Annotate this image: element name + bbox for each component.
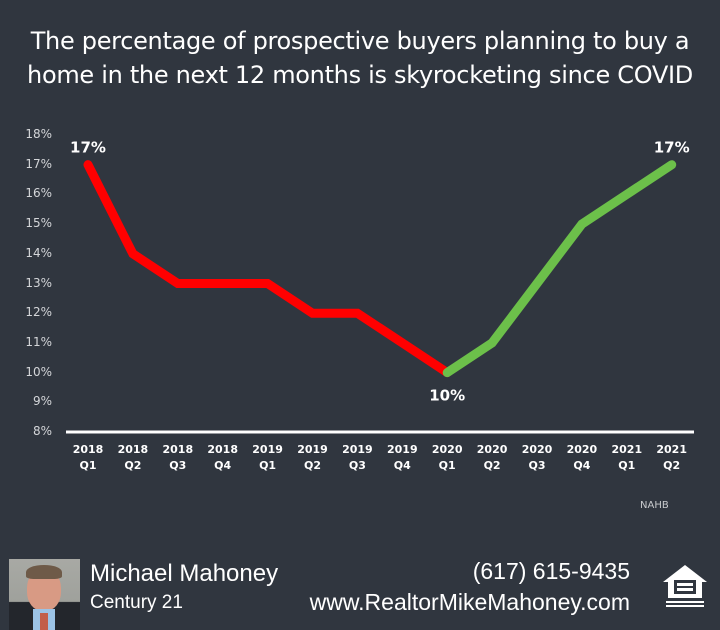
- x-tick-label: 2019 Q4: [386, 443, 418, 472]
- x-tick-label: 2020 Q2: [476, 443, 508, 472]
- source-label: NAHB: [640, 500, 669, 511]
- y-tick-label: 12%: [25, 305, 52, 320]
- y-tick-label: 8%: [32, 424, 52, 438]
- x-tick-label: 2019 Q1: [252, 443, 283, 472]
- x-tick-label: 2018 Q1: [72, 443, 104, 472]
- agent-company: Century 21: [90, 592, 183, 613]
- title-line-2: home in the next 12 months is skyrocketi…: [27, 61, 693, 89]
- y-tick-label: 16%: [25, 186, 52, 201]
- title-line-1: The percentage of prospective buyers pla…: [30, 27, 690, 55]
- x-tick-label: 2020 Q3: [521, 443, 553, 472]
- agent-website: www.RealtorMikeMahoney.com: [309, 589, 630, 615]
- x-tick-label: 2021 Q1: [611, 443, 643, 472]
- footer: Michael Mahoney Century 21 (617) 615-943…: [0, 540, 720, 630]
- chart-title: The percentage of prospective buyers pla…: [0, 24, 720, 92]
- agent-phone: (617) 615-9435: [472, 558, 630, 584]
- data-label: 17%: [70, 139, 106, 157]
- x-tick-label: 2019 Q3: [342, 443, 373, 472]
- line-chart: 17% 10% 17% 8% 9% 10% 11% 12% 13% 14% 15% 16% 17% 18…: [25, 127, 694, 472]
- y-tick-label: 14%: [25, 245, 52, 260]
- plot-area: 17% 10% 17%: [66, 139, 694, 434]
- x-tick-label: 2019 Q2: [297, 443, 328, 472]
- y-tick-label: 9%: [32, 394, 52, 409]
- y-tick-label: 11%: [25, 334, 52, 349]
- data-label: 17%: [654, 139, 690, 157]
- x-tick-label: 2018 Q2: [117, 443, 149, 472]
- y-tick-label: 10%: [25, 364, 52, 379]
- y-tick-label: 15%: [25, 216, 52, 231]
- data-label: 10%: [429, 387, 465, 405]
- x-tick-label: 2018 Q3: [162, 443, 194, 472]
- y-tick-label: 18%: [25, 127, 52, 141]
- series-line: [442, 160, 677, 378]
- x-tick-label: 2018 Q4: [207, 443, 238, 472]
- x-tick-label: 2020 Q1: [431, 443, 463, 472]
- y-tick-label: 17%: [25, 156, 52, 171]
- agent-photo: [9, 559, 80, 630]
- equal-housing-opportunity-icon: [663, 565, 707, 607]
- y-tick-label: 13%: [25, 275, 52, 290]
- x-tick-label: 2021 Q2: [656, 443, 687, 472]
- agent-name: Michael Mahoney: [90, 560, 279, 587]
- series-line: [83, 160, 452, 378]
- x-tick-label: 2020 Q4: [566, 443, 598, 472]
